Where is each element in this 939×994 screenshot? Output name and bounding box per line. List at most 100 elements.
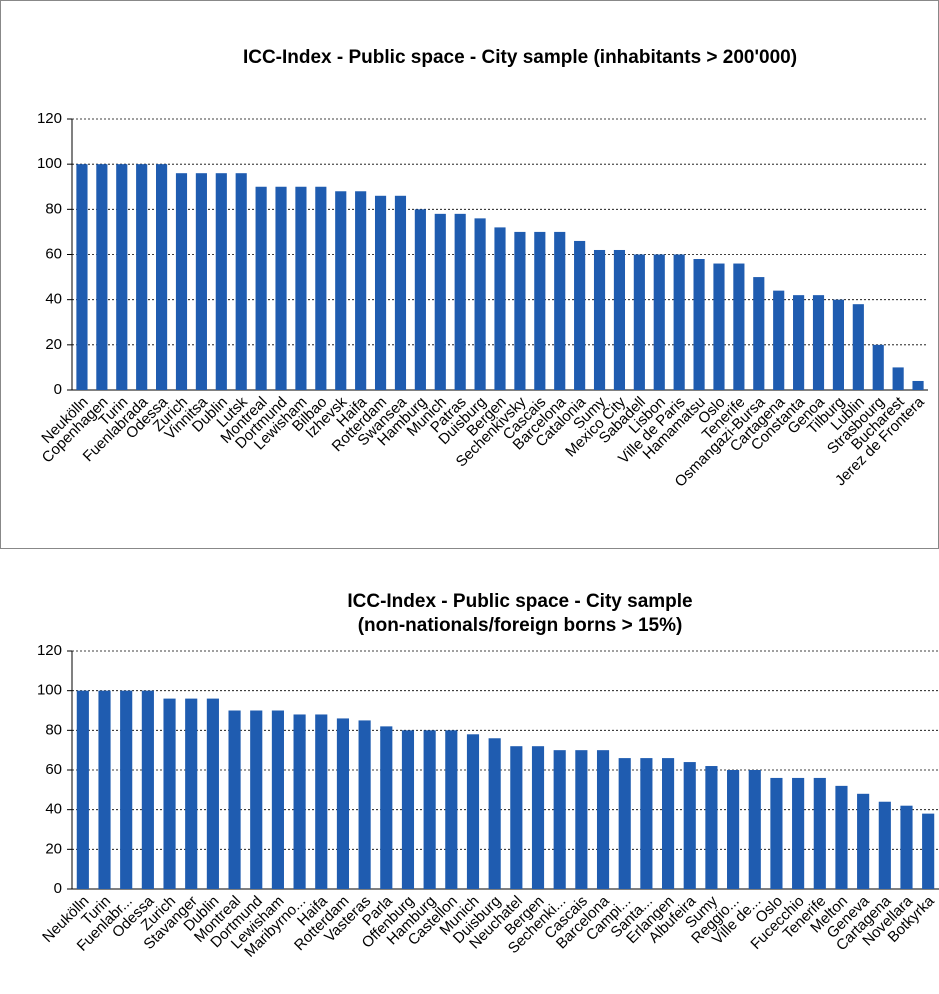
bar (713, 263, 725, 390)
bar (574, 240, 586, 390)
bar (575, 750, 588, 889)
bar (414, 209, 426, 390)
bar (445, 730, 458, 889)
y-tick-label: 40 (45, 291, 62, 308)
chart: 020406080100120NeuköllnCopenhagenTurinFu… (0, 0, 939, 549)
bar (163, 698, 176, 889)
y-tick-label: 60 (45, 245, 62, 262)
bar (336, 718, 350, 889)
bar (175, 173, 188, 390)
bar (185, 698, 198, 889)
chart: 020406080100120NeuköllnTurinFuenlabr...O… (37, 642, 939, 961)
chart-title: ICC-Index - Public space - City sample (… (347, 591, 693, 636)
y-tick-label: 20 (45, 840, 62, 857)
bar (271, 710, 284, 889)
bar (922, 813, 935, 889)
bar (116, 164, 128, 390)
y-tick-label: 100 (37, 155, 62, 172)
bar (900, 805, 913, 889)
bar (488, 738, 501, 889)
bar (531, 746, 545, 889)
bar (380, 726, 393, 889)
bar (434, 213, 446, 390)
bar (553, 750, 566, 889)
y-tick-label: 40 (45, 801, 62, 818)
bar (474, 218, 486, 390)
bar (812, 295, 825, 390)
bar (423, 730, 436, 889)
bar (813, 777, 826, 889)
bar (878, 801, 891, 889)
bar (593, 249, 606, 390)
bar (315, 714, 328, 889)
bar (534, 231, 546, 390)
y-tick-label: 60 (45, 761, 62, 778)
bar (136, 164, 148, 390)
bar (872, 344, 884, 390)
bar (215, 173, 227, 390)
bar (195, 173, 207, 390)
bar (295, 186, 307, 390)
bar (673, 254, 685, 390)
bar (832, 299, 844, 390)
bar (633, 254, 645, 390)
bar (653, 254, 665, 390)
bar (374, 195, 387, 390)
bar (748, 770, 761, 889)
bar (510, 746, 523, 889)
bar (705, 766, 718, 889)
bar (141, 690, 154, 889)
bar (514, 231, 526, 390)
bar (98, 690, 111, 889)
bar (554, 231, 566, 390)
bar (275, 186, 287, 390)
bar (494, 227, 506, 390)
y-tick-label: 0 (54, 381, 62, 398)
bar (466, 734, 480, 889)
bar (401, 730, 415, 889)
bar (255, 186, 267, 390)
bar (394, 195, 407, 390)
bar (293, 714, 306, 889)
bar (733, 263, 745, 390)
bar (358, 720, 371, 889)
bar (792, 777, 805, 889)
bar (250, 710, 263, 889)
y-tick-label: 80 (45, 200, 62, 217)
bar (76, 690, 89, 889)
bar (661, 758, 675, 889)
bar (596, 750, 610, 889)
y-tick-label: 100 (37, 682, 62, 699)
y-tick-label: 120 (37, 110, 62, 127)
bar (618, 758, 631, 889)
bar (857, 793, 870, 889)
bar (315, 186, 327, 390)
bar (206, 698, 219, 889)
y-tick-label: 120 (37, 642, 62, 659)
bar (852, 304, 864, 390)
bar (793, 295, 805, 390)
bar (454, 213, 466, 390)
bar (235, 173, 247, 390)
y-tick-label: 0 (54, 880, 62, 897)
bar (770, 777, 783, 889)
bar (640, 758, 653, 889)
bar (773, 290, 785, 390)
bar (693, 259, 705, 390)
bar (683, 762, 696, 889)
bar (76, 164, 88, 390)
bar (355, 191, 367, 390)
bar (120, 690, 133, 889)
bar (613, 249, 626, 390)
bar (335, 191, 347, 390)
bar (727, 770, 740, 889)
bar (228, 710, 241, 889)
chart-title: ICC-Index - Public space - City sample (… (242, 47, 798, 68)
y-tick-label: 80 (45, 721, 62, 738)
bar (912, 380, 924, 390)
bar (96, 164, 108, 390)
bar (892, 367, 904, 390)
y-tick-label: 20 (45, 336, 62, 353)
bar (835, 785, 848, 889)
